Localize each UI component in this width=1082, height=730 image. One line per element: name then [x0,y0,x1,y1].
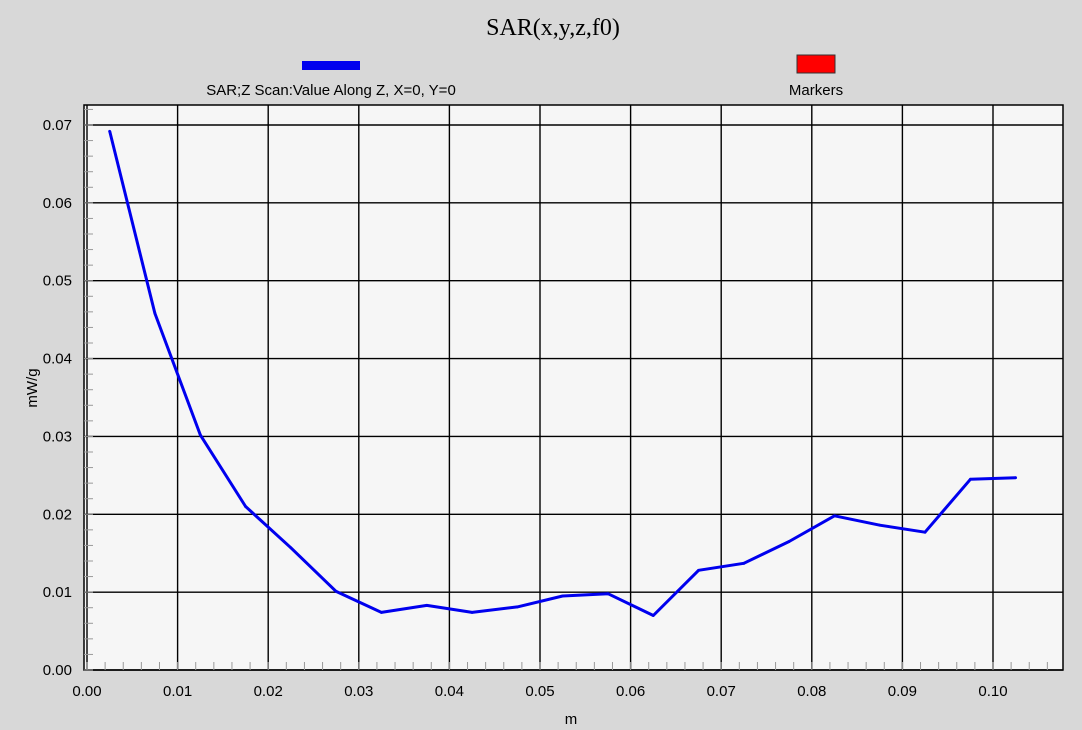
y-tick-label: 0.01 [43,584,72,601]
chart-title: SAR(x,y,z,f0) [486,15,620,41]
data-point [244,505,247,508]
data-point [515,605,519,609]
data-point [833,514,836,518]
legend-swatch-markers [796,54,836,74]
plot-area [84,105,1063,670]
data-point [198,433,202,437]
data-point [153,312,157,315]
data-point [561,594,565,598]
minor-ticks [84,108,1048,671]
x-tick-label: 0.05 [525,683,554,700]
data-point [742,561,746,565]
data-point [697,568,700,572]
x-tick-label: 0.07 [707,683,736,700]
data-point [380,610,383,614]
plot-border [83,104,1064,671]
legend-label-series: SAR;Z Scan:Value Along Z, X=0, Y=0 [206,82,456,99]
x-tick-labels: 0.00 0.01 0.02 0.03 0.04 0.05 0.06 0.07 0.08 0.09… [72,683,1007,700]
x-tick-label: 0.08 [797,683,826,700]
x-tick-label: 0.03 [344,683,373,700]
legend-swatch-series [302,61,360,70]
data-point [108,129,112,133]
data-point [425,603,429,607]
series-layer [108,129,1018,617]
data-point [334,589,338,593]
data-point [1014,476,1018,480]
data-point [470,610,474,614]
data-point [651,614,655,617]
x-axis-label: m [565,711,578,728]
y-tick-label: 0.03 [43,428,72,445]
data-point [923,530,927,534]
legend-label-markers: Markers [789,82,843,99]
y-tick-label: 0.04 [43,351,72,368]
x-tick-label: 0.02 [254,683,283,700]
y-tick-label: 0.06 [43,195,72,212]
data-point [289,546,293,550]
x-tick-label: 0.04 [435,683,464,700]
y-axis-label: mW/g [24,368,41,407]
data-point [968,477,972,481]
data-point [606,592,610,596]
data-point [787,540,791,543]
grid-lines [83,104,1064,671]
x-tick-label: 0.06 [616,683,645,700]
y-tick-label: 0.00 [43,662,72,679]
y-tick-label: 0.07 [43,117,72,134]
y-tick-label: 0.02 [43,506,72,523]
x-tick-label: 0.00 [72,683,101,700]
y-tick-labels: 0.00 0.01 0.02 0.03 0.04 0.05 0.06 0.07 [43,117,72,679]
x-tick-label: 0.01 [163,683,192,700]
y-tick-label: 0.05 [43,273,72,290]
data-point [878,523,882,527]
x-tick-label: 0.10 [978,683,1007,700]
x-tick-label: 0.09 [888,683,917,700]
